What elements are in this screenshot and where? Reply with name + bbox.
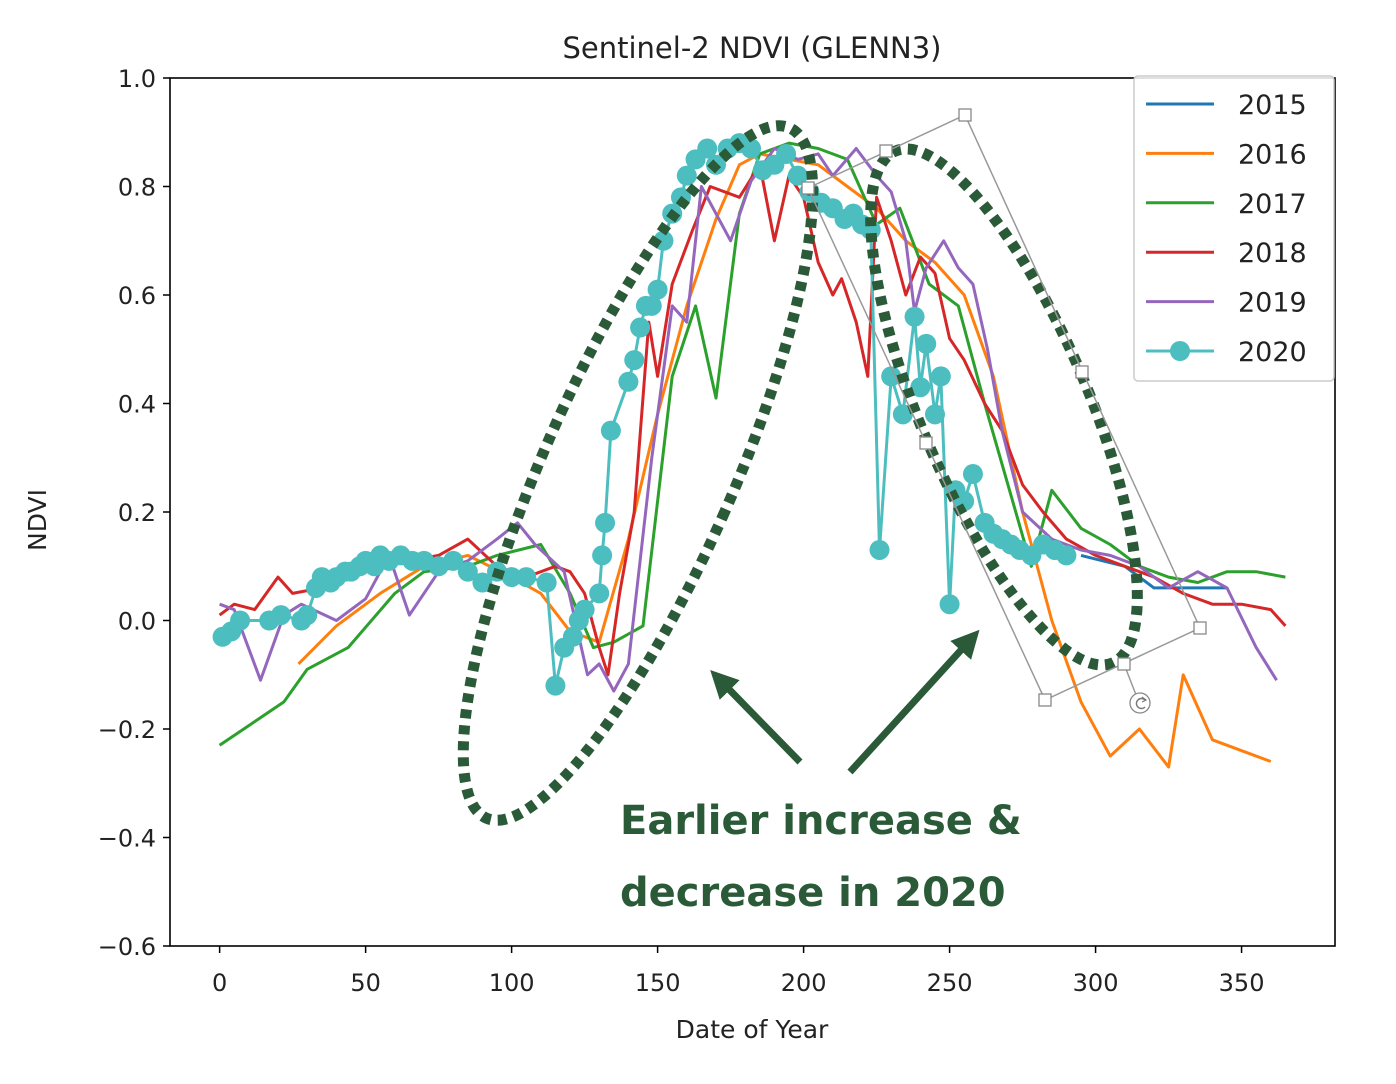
data-point-2020: [630, 317, 651, 338]
x-tick-label: 100: [489, 969, 535, 997]
chart-title: Sentinel-2 NDVI (GLENN3): [562, 31, 941, 65]
data-point-2020: [676, 165, 697, 186]
data-point-2020: [924, 404, 945, 425]
data-point-2020: [562, 626, 583, 647]
data-point-2020: [297, 605, 318, 626]
legend-label-2017: 2017: [1238, 189, 1307, 220]
data-point-2020: [881, 366, 902, 387]
data-point-2020: [443, 550, 464, 571]
data-point-2020: [574, 599, 595, 620]
data-point-2020: [697, 138, 718, 159]
plot-frame: [169, 77, 1336, 947]
data-point-2020: [904, 306, 925, 327]
legend-label-2016: 2016: [1238, 139, 1307, 170]
selection-handle[interactable]: [1193, 621, 1207, 635]
selection-handle[interactable]: [1038, 693, 1052, 707]
x-tick-label: 250: [927, 969, 973, 997]
y-axis-label: NDVI: [23, 489, 52, 551]
legend-box: [1133, 75, 1335, 382]
data-point-2020: [472, 572, 493, 593]
data-point-2020: [741, 138, 762, 159]
annotation-line-2: decrease in 2020: [620, 870, 1006, 916]
series-line-2018: [218, 163, 1287, 677]
data-point-2020: [516, 567, 537, 588]
left-arrow: [710, 669, 803, 765]
ticks-layer: 0 50 100 150 200 250 300 350 −0.6 −0.4 −0.2 0.0 0.2 0…: [98, 65, 1265, 997]
data-point-2020: [457, 561, 478, 582]
legend: 2015 2016 2017 2018 2019 2020: [1133, 75, 1335, 382]
data-point-2020: [962, 464, 983, 485]
data-point-2020: [916, 333, 937, 354]
x-tick-label: 50: [350, 969, 381, 997]
series-layer: [212, 133, 1287, 769]
series-2016: [297, 152, 1272, 769]
data-point-2020: [776, 143, 797, 164]
data-point-2020: [618, 371, 639, 392]
y-tick-label: −0.2: [98, 716, 156, 744]
data-point-2020: [270, 605, 291, 626]
data-point-2020: [869, 539, 890, 560]
series-line-2016: [297, 152, 1272, 769]
selection-box[interactable]: [801, 108, 1207, 714]
selection-handle[interactable]: [1117, 657, 1131, 671]
data-point-2020: [501, 567, 522, 588]
series-2020: [212, 133, 1077, 696]
data-point-2020: [787, 165, 808, 186]
x-tick-label: 150: [635, 969, 681, 997]
right-arrow: [847, 629, 980, 775]
data-point-2020: [595, 512, 616, 533]
legend-label-2019: 2019: [1238, 288, 1307, 319]
data-point-2020: [545, 675, 566, 696]
y-tick-label: 0.4: [118, 391, 156, 419]
selection-handle[interactable]: [879, 144, 893, 158]
legend-label-2018: 2018: [1238, 238, 1307, 269]
y-tick-label: 0.8: [118, 174, 156, 202]
data-point-2020: [1056, 545, 1077, 566]
rotate-handle-icon[interactable]: [1129, 692, 1151, 714]
legend-marker-2020: [1170, 341, 1190, 361]
selection-handle[interactable]: [801, 181, 815, 195]
series-2018: [218, 163, 1287, 677]
data-point-2020: [600, 420, 621, 441]
x-tick-label: 0: [212, 969, 227, 997]
data-point-2020: [536, 572, 557, 593]
x-axis-label: Date of Year: [676, 1015, 829, 1044]
data-point-2020: [892, 404, 913, 425]
data-point-2020: [624, 350, 645, 371]
left-highlight-ellipse: [457, 120, 819, 826]
y-tick-label: −0.4: [98, 825, 156, 853]
data-point-2020: [939, 594, 960, 615]
selection-handle[interactable]: [958, 108, 972, 122]
data-point-2020: [647, 279, 668, 300]
y-tick-label: −0.6: [98, 933, 156, 961]
data-point-2020: [592, 545, 613, 566]
series-line-2015: [1080, 553, 1227, 590]
data-point-2020: [230, 610, 251, 631]
y-tick-label: 0.6: [118, 282, 156, 310]
data-point-2020: [930, 366, 951, 387]
y-tick-label: 1.0: [118, 65, 156, 93]
y-tick-label: 0.0: [118, 608, 156, 636]
series-2019: [219, 147, 1278, 693]
selection-handle[interactable]: [919, 436, 933, 450]
data-point-2020: [589, 583, 610, 604]
annotation-line-1: Earlier increase &: [620, 798, 1022, 844]
y-tick-label: 0.2: [118, 499, 156, 527]
selection-handle[interactable]: [1075, 365, 1089, 379]
legend-label-2015: 2015: [1238, 90, 1307, 121]
x-tick-label: 200: [781, 969, 827, 997]
x-tick-label: 300: [1073, 969, 1119, 997]
series-line-2019: [219, 147, 1278, 693]
x-tick-label: 350: [1219, 969, 1265, 997]
data-point-2020: [641, 295, 662, 316]
legend-label-2020: 2020: [1238, 337, 1307, 368]
data-point-2020: [910, 377, 931, 398]
series-2015: [1080, 553, 1227, 590]
